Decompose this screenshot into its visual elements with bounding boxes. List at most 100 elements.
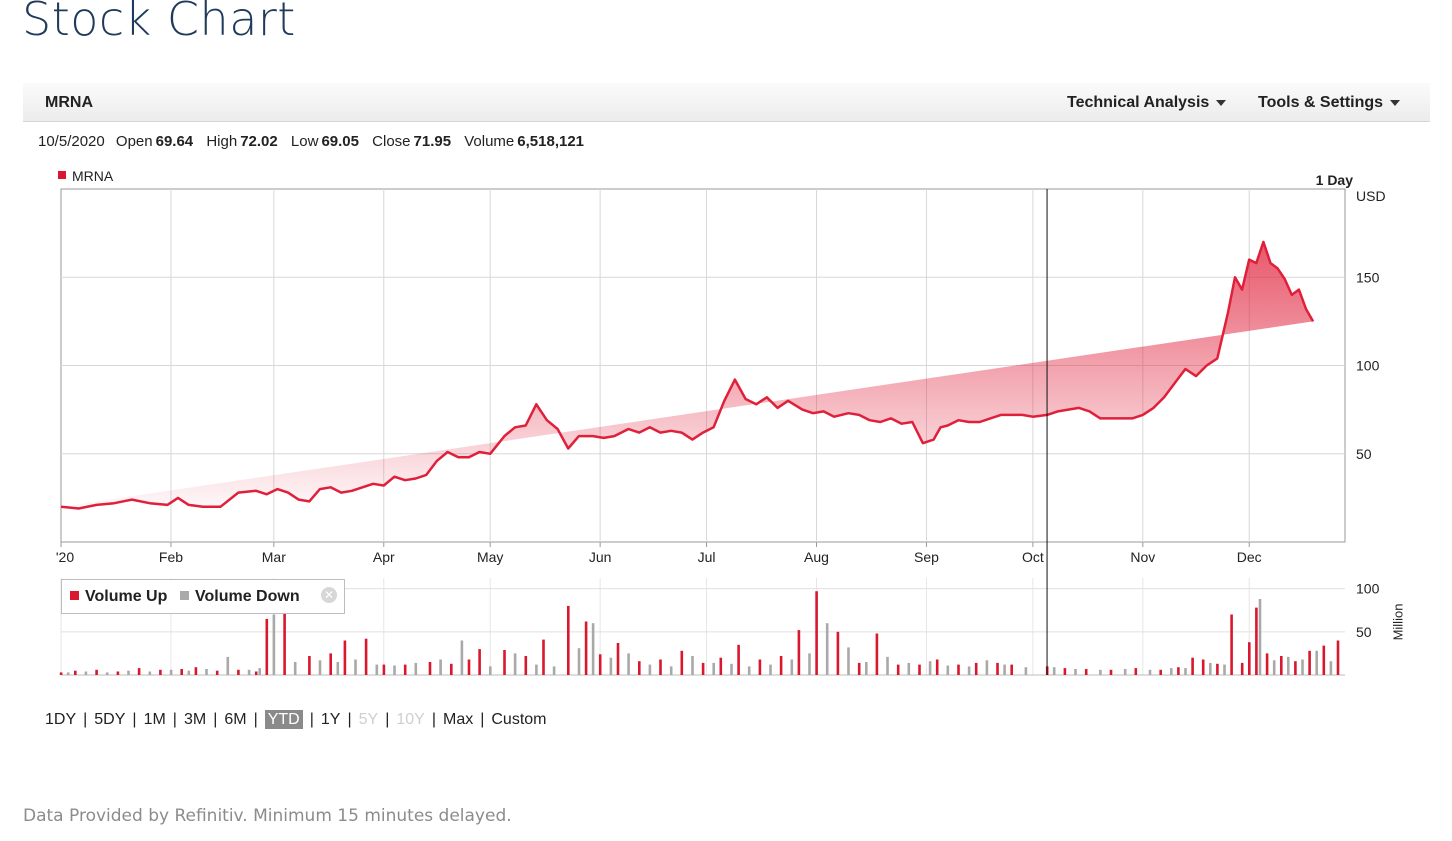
volume-down-bar — [669, 666, 673, 675]
quote-date: 10/5/2020 — [38, 133, 105, 150]
volume-up-bar — [918, 664, 921, 675]
volume-up-bar — [896, 664, 900, 675]
range-separator: | — [172, 711, 177, 728]
volume-down-bar — [336, 662, 340, 675]
volume-up-bar — [308, 656, 311, 675]
tools-settings-menu[interactable]: Tools & Settings — [1258, 94, 1401, 112]
volume-down-bar — [205, 669, 208, 675]
volume-up-bar — [1191, 657, 1194, 675]
volume-down-bar — [1099, 669, 1102, 675]
volume-up-bar — [1084, 669, 1088, 675]
volume-up-bar — [1177, 667, 1180, 675]
price-area-fill — [61, 241, 1314, 509]
range-custom[interactable]: Custom — [491, 711, 547, 728]
volume-up-bar — [797, 630, 801, 675]
volume-down-bar — [1223, 664, 1226, 675]
volume-down-bar — [1074, 669, 1077, 675]
volume-down-bar — [865, 662, 868, 675]
volume-down-bar — [375, 664, 379, 675]
currency-label: USD — [1356, 188, 1386, 204]
chart-toolbar: MRNA Technical Analysis Tools & Settings — [23, 83, 1430, 122]
volume-up-bar — [329, 653, 332, 675]
y-tick-label: 50 — [1356, 446, 1372, 462]
volume-down-bar — [747, 666, 751, 675]
volume-down-bar — [1170, 668, 1173, 675]
volume-up-bar — [364, 638, 368, 675]
volume-up-swatch — [70, 591, 79, 600]
x-tick-label: Mar — [262, 549, 286, 565]
volume-down-bar — [928, 661, 932, 675]
vol-tick-label: 100 — [1356, 581, 1380, 597]
technical-analysis-label: Technical Analysis — [1067, 94, 1210, 111]
volume-up-bar — [1248, 642, 1251, 675]
volume-down-bar — [730, 663, 733, 675]
volume-up-bar — [1216, 663, 1219, 675]
volume-up-bar — [403, 664, 407, 675]
tools-settings-label: Tools & Settings — [1258, 94, 1384, 111]
range-separator: | — [385, 711, 390, 728]
volume-down-label: Volume Down — [195, 588, 300, 605]
volume-up-bar — [428, 662, 432, 675]
volume-up-bar — [1322, 645, 1326, 675]
volume-down-bar — [1301, 659, 1304, 675]
close-legend-icon[interactable]: ✕ — [321, 587, 337, 603]
volume-up-bar — [875, 633, 879, 675]
series-legend-label: MRNA — [72, 168, 114, 184]
volume-down-bar — [1123, 669, 1127, 675]
range-1y[interactable]: 1Y — [320, 711, 341, 728]
volume-up-bar — [680, 650, 684, 675]
volume-down-bar — [1003, 664, 1006, 675]
volume-down-bar — [790, 659, 794, 675]
price-area — [60, 240, 1315, 510]
x-tick-label: Sep — [914, 549, 939, 565]
volume-up-bar — [1159, 669, 1162, 675]
volume-up-bar — [1230, 614, 1233, 675]
volume-down-bar — [808, 653, 811, 675]
volume-unit-label: Million — [1391, 604, 1406, 641]
volume-up-bar — [467, 659, 471, 675]
close-label: Close — [372, 133, 411, 150]
volume-down-bar — [460, 640, 464, 675]
range-max[interactable]: Max — [442, 711, 474, 728]
volume-up-label: Volume Up — [85, 588, 168, 605]
range-3m[interactable]: 3M — [183, 711, 207, 728]
axis-labels: 50 100 150 '20 Feb Mar Apr May Jun Jul Aug Sep Oct No… — [56, 189, 1380, 675]
volume-down-bar — [847, 647, 850, 675]
volume-up-bar — [180, 669, 183, 675]
volume-down-bar — [886, 656, 889, 675]
volume-up-bar — [1308, 650, 1311, 675]
high-value: 72.02 — [240, 133, 278, 150]
range-selector: 1DY | 5DY | 1M | 3M | 6M | YTD | 1Y | 5Y | 10Y | Max | Custo… — [45, 710, 547, 729]
price-line — [60, 240, 1315, 510]
volume-up-bar — [343, 640, 347, 675]
caret-down-icon — [1216, 99, 1227, 106]
volume-down-bar — [1184, 668, 1187, 675]
stock-chart[interactable]: 50 100 150 '20 Feb Mar Apr May Jun Jul Aug Sep Oct No… — [0, 0, 1452, 700]
x-tick-label: Jun — [589, 549, 612, 565]
volume-up-bar — [701, 662, 705, 675]
volume-up-bar — [137, 668, 141, 675]
interval-label[interactable]: 1 Day — [1316, 172, 1354, 188]
volume-up-bar — [1265, 653, 1269, 675]
range-6m[interactable]: 6M — [224, 711, 247, 728]
volume-down-bar — [1209, 662, 1212, 675]
x-tick-label: Feb — [159, 549, 183, 565]
range-ytd[interactable]: YTD — [264, 710, 303, 729]
high-label: High — [206, 133, 238, 150]
technical-analysis-menu[interactable]: Technical Analysis — [1067, 94, 1227, 112]
volume-up-bar — [95, 669, 98, 675]
close-value: 71.95 — [413, 133, 452, 150]
volume-down-bar — [169, 669, 173, 675]
volume-down-bar — [907, 662, 911, 675]
volume-down-bar — [1052, 667, 1056, 675]
volume-up-bar — [524, 656, 528, 675]
range-1m[interactable]: 1M — [143, 711, 166, 728]
range-separator: | — [83, 711, 88, 728]
range-1dy[interactable]: 1DY — [45, 711, 77, 728]
volume-down-bar — [105, 672, 109, 675]
range-5dy[interactable]: 5DY — [94, 711, 126, 728]
volume-up-bar — [1109, 669, 1113, 675]
volume-up-bar — [584, 621, 588, 675]
page-title: Stock Chart — [22, 0, 296, 46]
volume-down-bar — [946, 665, 950, 675]
